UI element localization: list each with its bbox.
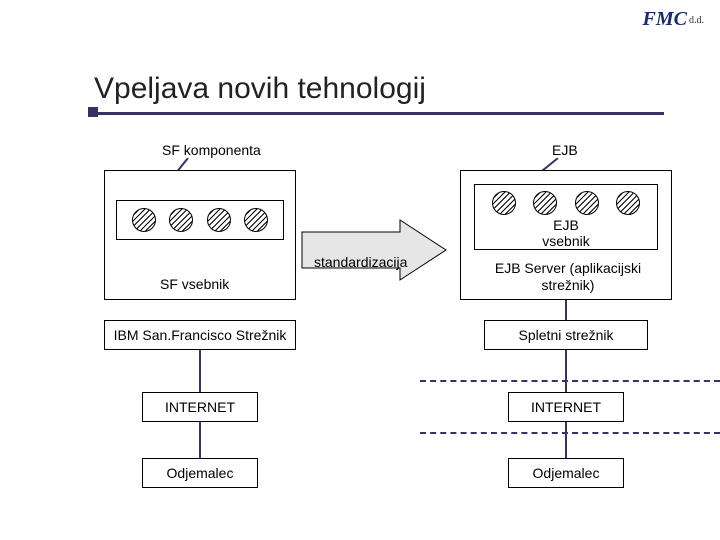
dashed-line — [420, 432, 720, 434]
sf-container-label: SF vsebnik — [160, 276, 229, 292]
ejb-component-icon — [575, 191, 599, 215]
ejb-container-label-line2: vsebnik — [542, 233, 589, 249]
client-left-box: Odjemalec — [142, 458, 258, 488]
ejb-container-label-line1: EJB — [553, 217, 579, 233]
dashed-line — [420, 380, 720, 382]
title-bullet — [88, 107, 98, 117]
client-right-box: Odjemalec — [508, 458, 624, 488]
connector-line — [565, 300, 567, 320]
logo: FMCd.d. — [643, 8, 704, 31]
sf-component-icon — [207, 208, 231, 232]
page-title: Vpeljava novih tehnologij — [94, 72, 426, 106]
ejb-component-icon — [616, 191, 640, 215]
connector-line — [199, 350, 201, 392]
sf-component-box — [116, 200, 284, 240]
connector-line — [565, 422, 567, 458]
internet-left-box: INTERNET — [142, 392, 258, 422]
sf-server-label: IBM San.Francisco Strežnik — [114, 327, 287, 343]
web-server-box: Spletni strežnik — [484, 320, 648, 350]
connector-line — [199, 422, 201, 458]
sf-component-icon — [132, 208, 156, 232]
ejb-component-icon — [533, 191, 557, 215]
sf-component-icon — [244, 208, 268, 232]
internet-right-box: INTERNET — [508, 392, 624, 422]
logo-text: FMC — [643, 8, 687, 30]
arrow-label: standardizacija — [314, 254, 407, 270]
connector-line — [565, 350, 567, 392]
ejb-component-icon — [492, 191, 516, 215]
client-right-label: Odjemalec — [533, 465, 600, 481]
client-left-label: Odjemalec — [167, 465, 234, 481]
logo-suffix: d.d. — [689, 15, 704, 26]
standardization-arrow — [300, 218, 450, 282]
internet-right-label: INTERNET — [531, 399, 601, 415]
ejb-component-label: EJB — [552, 142, 578, 158]
ejb-container-box: EJB vsebnik — [474, 184, 658, 250]
sf-component-label: SF komponenta — [162, 142, 261, 158]
web-server-label: Spletni strežnik — [519, 327, 614, 343]
ejb-server-label: EJB Server (aplikacijski strežnik) — [488, 260, 648, 294]
sf-server-label-box: IBM San.Francisco Strežnik — [104, 320, 296, 350]
internet-left-label: INTERNET — [165, 399, 235, 415]
sf-component-icon — [169, 208, 193, 232]
title-underline — [94, 112, 664, 115]
